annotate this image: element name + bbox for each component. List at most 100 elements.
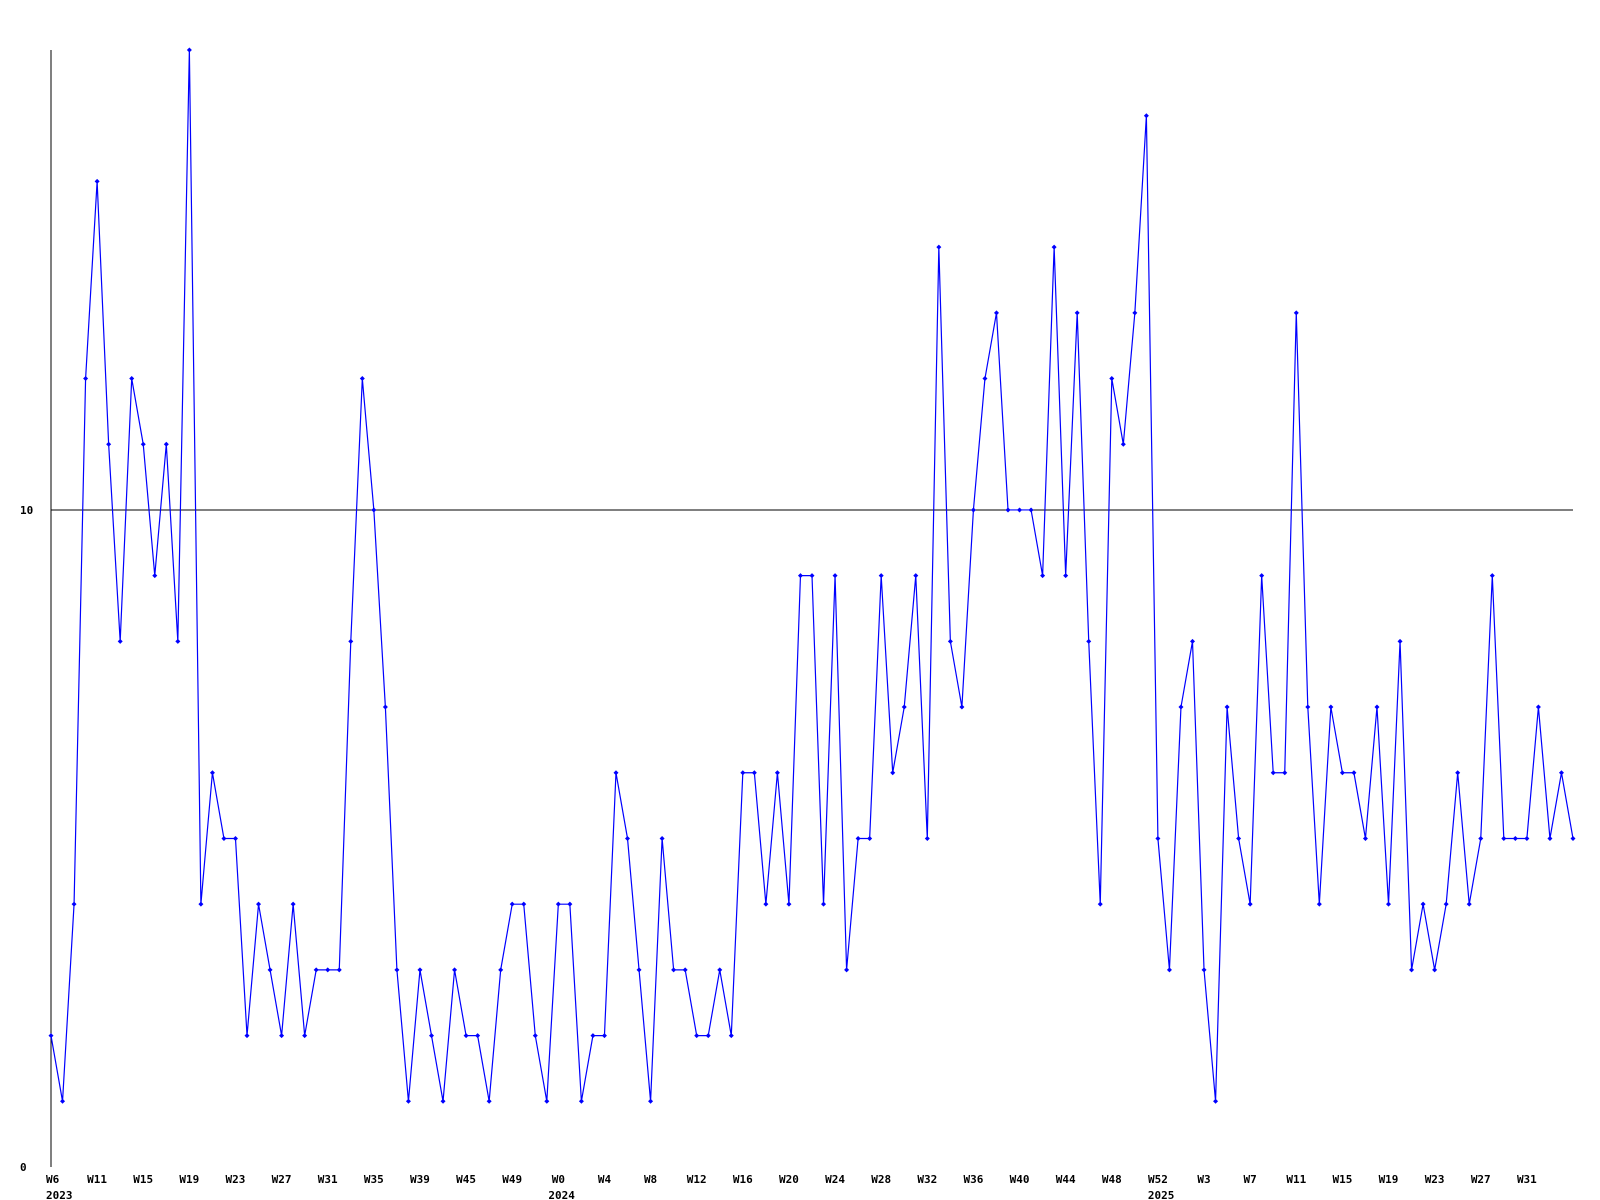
data-point [982,376,988,382]
data-point [1339,770,1345,776]
data-point [959,704,965,710]
data-point [325,967,331,973]
data-point [590,1033,596,1039]
data-point [371,507,377,513]
data-point [578,1098,584,1104]
y-tick-label: 0 [20,1161,27,1174]
data-point [313,967,319,973]
x-tick-label: W12 [687,1173,707,1186]
data-point [532,1033,538,1039]
data-point [1028,507,1034,513]
data-point [786,901,792,907]
data-point [1512,835,1518,841]
data-point [555,901,561,907]
x-tick-label: W6 [46,1173,60,1186]
data-point [1132,310,1138,316]
data-point [1570,835,1576,841]
data-point [1190,638,1195,644]
data-point [1374,704,1380,710]
data-point [509,901,515,907]
data-point [129,376,135,382]
data-point [1166,967,1172,973]
data-point [1051,244,1057,250]
data-point [71,901,77,907]
data-point [1282,770,1288,776]
data-point [1143,113,1149,119]
data-point [844,967,850,973]
data-point [1535,704,1541,710]
data-point [924,835,930,841]
x-year-label: 2025 [1148,1189,1175,1200]
data-point [359,376,365,382]
x-tick-label: W31 [1517,1173,1537,1186]
data-point [1236,835,1242,841]
data-point [970,507,976,513]
data-point [521,901,527,907]
x-tick-label: W28 [871,1173,891,1186]
data-point [140,441,146,447]
data-point [901,704,907,710]
x-tick-label: W35 [364,1173,384,1186]
data-point [1074,310,1080,316]
data-point [947,638,953,644]
data-point [163,441,169,447]
data-point [694,1033,700,1039]
data-point [832,573,838,579]
x-tick-label: W23 [1425,1173,1445,1186]
data-point [1017,507,1023,513]
x-year-label: 2024 [548,1189,575,1200]
data-point [186,47,192,53]
x-tick-label: W11 [87,1173,107,1186]
data-point [1432,967,1438,973]
data-point [1270,770,1276,776]
data-point [625,835,631,841]
data-point [544,1098,550,1104]
data-point [763,901,769,907]
data-point [1478,835,1484,841]
data-point [671,967,677,973]
x-tick-label: W19 [1379,1173,1399,1186]
data-point [936,244,942,250]
x-tick-label: W16 [733,1173,753,1186]
data-point [1328,704,1334,710]
x-tick-label: W48 [1102,1173,1122,1186]
data-point [417,967,423,973]
data-point [1120,441,1126,447]
data-point [751,770,757,776]
data-point [797,573,803,579]
data-point [175,638,181,644]
x-tick-label: W11 [1286,1173,1306,1186]
data-point [232,835,238,841]
data-point [117,638,123,644]
data-point [452,967,458,973]
data-point [60,1098,66,1104]
x-tick-label: W7 [1244,1173,1257,1186]
data-point [648,1098,654,1104]
x-tick-label: W15 [133,1173,153,1186]
data-point [1293,310,1299,316]
x-tick-label: W32 [917,1173,937,1186]
data-point [1351,770,1357,776]
data-point [1489,573,1495,579]
x-tick-label: W19 [179,1173,199,1186]
data-point [728,1033,734,1039]
data-point [890,770,896,776]
data-point [1397,638,1403,644]
x-tick-label: W44 [1056,1173,1076,1186]
data-point [1409,967,1415,973]
data-point [774,770,780,776]
data-point [1224,704,1230,710]
data-point [1362,835,1368,841]
x-tick-label: W4 [598,1173,612,1186]
data-point [705,1033,711,1039]
data-point [1501,835,1507,841]
data-point [1259,573,1265,579]
data-point [463,1033,469,1039]
data-point [601,1033,607,1039]
data-point [106,441,112,447]
data-point [993,310,999,316]
data-point [302,1033,308,1039]
data-point [83,376,89,382]
x-tick-label: W49 [502,1173,522,1186]
data-point [1316,901,1322,907]
